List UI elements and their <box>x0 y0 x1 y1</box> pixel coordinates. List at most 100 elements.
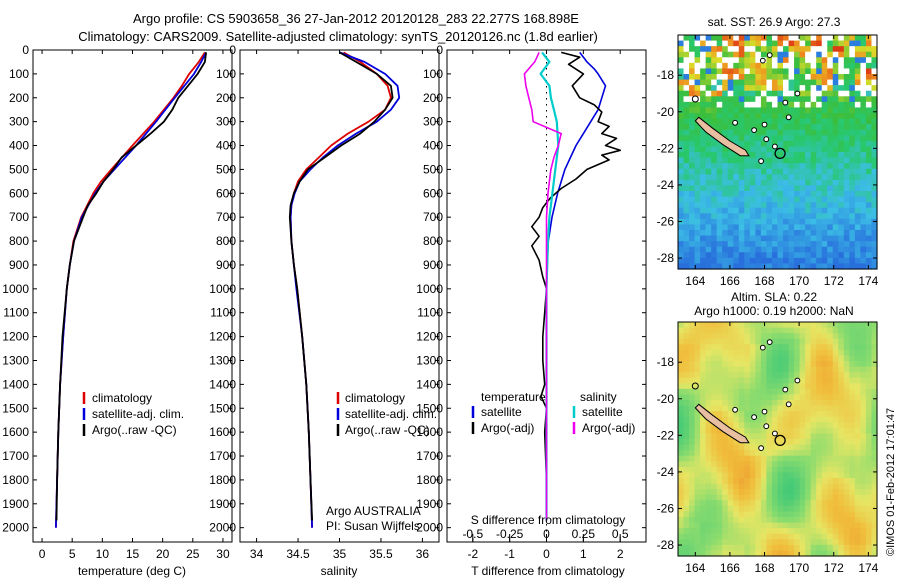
heatmap-cell <box>744 483 751 490</box>
heatmap-cell <box>788 57 795 64</box>
heatmap-cell <box>810 422 817 429</box>
heatmap-cell <box>749 466 756 474</box>
heatmap-cell <box>755 85 762 92</box>
heatmap-cell <box>783 185 790 192</box>
heatmap-cell <box>827 46 834 53</box>
heatmap-cell <box>838 124 845 131</box>
heatmap-cell <box>843 152 850 159</box>
difference-legend: temperature salinity satellite Argo(-adj… <box>471 390 635 435</box>
heatmap-cell <box>849 163 856 170</box>
heatmap-cell <box>832 517 839 524</box>
heatmap-cell <box>865 522 873 529</box>
heatmap-cell <box>788 196 795 203</box>
heatmap-cell <box>865 405 873 412</box>
heatmap-cell <box>860 230 867 237</box>
heatmap-cell <box>711 455 718 462</box>
heatmap-cell <box>854 85 862 92</box>
heatmap-cell <box>760 366 768 373</box>
heatmap-cell <box>827 366 834 373</box>
heatmap-cell <box>760 517 768 524</box>
heatmap-cell <box>722 500 729 507</box>
heatmap-cell <box>700 113 707 120</box>
depth-tick-label: 100 <box>9 67 29 81</box>
heatmap-cell <box>821 338 828 345</box>
heatmap-cell <box>694 79 701 86</box>
heatmap-cell <box>755 500 762 507</box>
heatmap-cell <box>810 124 817 131</box>
heatmap-cell <box>711 544 718 552</box>
heatmap-cell <box>738 466 745 474</box>
heatmap-cell <box>810 455 817 462</box>
lon-tick-label: 166 <box>720 561 740 575</box>
heatmap-cell <box>722 124 729 131</box>
heatmap-cell <box>705 57 712 64</box>
heatmap-cell <box>843 124 850 131</box>
heatmap-cell <box>760 196 768 203</box>
heatmap-cell <box>805 74 812 81</box>
heatmap-cell <box>755 355 762 362</box>
heatmap-cell <box>760 218 768 226</box>
heatmap-cell <box>827 483 834 490</box>
heatmap-cell <box>766 528 773 535</box>
heatmap-cell <box>794 505 801 513</box>
heatmap-cell <box>694 191 701 198</box>
heatmap-cell <box>788 533 795 540</box>
heatmap-cell <box>678 163 685 170</box>
heatmap-cell <box>744 68 751 75</box>
heatmap-cell <box>783 218 790 226</box>
salinity-panel: 0100200300400500600700800900100011001200… <box>209 43 440 578</box>
heatmap-cell <box>705 46 712 53</box>
heatmap-cell <box>794 230 801 237</box>
heatmap-cell <box>838 344 845 351</box>
heatmap-cell <box>854 416 862 423</box>
heatmap-cell <box>871 101 878 109</box>
heatmap-cell <box>689 322 696 329</box>
heatmap-cell <box>871 450 878 457</box>
heatmap-cell <box>838 388 845 396</box>
heatmap-cell <box>783 478 790 485</box>
heatmap-cell <box>865 355 873 362</box>
heatmap-cell <box>678 152 685 159</box>
lon-tick-label: 170 <box>789 561 809 575</box>
heatmap-cell <box>865 241 873 248</box>
heatmap-cell <box>827 40 834 47</box>
heatmap-cell <box>854 478 862 485</box>
heatmap-cell <box>733 322 740 329</box>
heatmap-cell <box>733 472 740 479</box>
heatmap-cell <box>865 427 873 435</box>
heatmap-cell <box>755 174 762 181</box>
heatmap-cell <box>716 400 723 407</box>
lat-tick-label: -26 <box>657 501 675 515</box>
heatmap-cell <box>843 416 850 423</box>
heatmap-cell <box>843 263 850 270</box>
heatmap-cell <box>733 51 740 58</box>
heatmap-cell <box>821 377 828 384</box>
heatmap-cell <box>716 388 723 396</box>
heatmap-cell <box>854 202 862 209</box>
heatmap-cell <box>738 230 745 237</box>
heatmap-cell <box>738 62 745 70</box>
heatmap-cell <box>711 344 718 351</box>
heatmap-cell <box>722 416 729 423</box>
depth-tick-label: 300 <box>9 115 29 129</box>
heatmap-cell <box>700 372 707 379</box>
heatmap-cell <box>849 101 856 109</box>
heatmap-cell <box>849 517 856 524</box>
heatmap-cell <box>678 333 685 340</box>
heatmap-cell <box>783 230 790 237</box>
heatmap-cell <box>865 338 873 345</box>
heatmap-cell <box>727 361 734 368</box>
islet <box>759 344 766 351</box>
depth-tick-label: 0 <box>229 43 236 57</box>
heatmap-cell <box>871 163 878 170</box>
heatmap-cell <box>749 433 756 440</box>
heatmap-cell <box>821 235 828 242</box>
heatmap-cell <box>755 62 762 70</box>
heatmap-cell <box>766 455 773 462</box>
heatmap-cell <box>711 168 718 175</box>
heatmap-cell <box>832 85 839 92</box>
heatmap-cell <box>711 90 718 97</box>
heatmap-cell <box>794 257 801 265</box>
heatmap-cell <box>816 241 823 248</box>
heatmap-cell <box>849 257 856 265</box>
